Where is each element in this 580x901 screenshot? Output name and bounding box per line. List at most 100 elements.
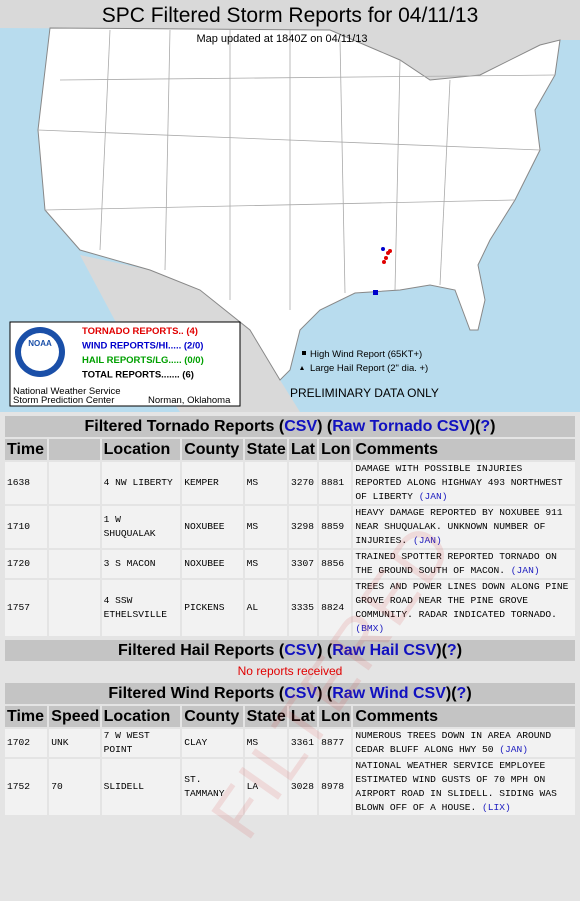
report-time: 1638 bbox=[5, 462, 48, 504]
map-note: High Wind Report (65KT+) bbox=[310, 349, 422, 360]
report-tables: Filtered Tornado Reports (CSV) (Raw Torn… bbox=[3, 414, 577, 817]
report-row: 1638 4 NW LIBERTY KEMPER MS 3270 8881 DAMAGE W… bbox=[5, 462, 575, 504]
heading-text: ) bbox=[456, 641, 463, 659]
hail-symbol bbox=[300, 366, 304, 370]
logo-text: NOAA bbox=[28, 339, 52, 348]
report-lon: 8859 bbox=[319, 506, 352, 548]
report-lon: 8856 bbox=[319, 550, 352, 578]
legend-entry: TOTAL REPORTS....... (6) bbox=[82, 370, 194, 381]
tornado-table: Filtered Tornado Reports (CSV) (Raw Torn… bbox=[3, 414, 577, 638]
legend-entry: HAIL REPORTS/LG..... (0/0) bbox=[82, 355, 204, 366]
heading-text: Filtered Hail Reports ( bbox=[117, 641, 285, 659]
message-row: No reports received bbox=[5, 663, 575, 679]
legend-entry: TORNADO REPORTS.. (4) bbox=[82, 326, 198, 337]
report-comments: TREES AND POWER LINES DOWN ALONG PINE GR… bbox=[353, 580, 575, 636]
report-comments: NATIONAL WEATHER SERVICE EMPLOYEE ESTIMA… bbox=[353, 759, 575, 815]
csv-link[interactable]: ? bbox=[446, 641, 457, 659]
csv-link[interactable]: Raw Tornado CSV bbox=[332, 417, 470, 435]
report-state: MS bbox=[244, 550, 287, 578]
report-time: 1757 bbox=[5, 580, 48, 636]
preliminary-note: PRELIMINARY DATA ONLY bbox=[290, 386, 439, 400]
heading-text: Filtered Tornado Reports ( bbox=[84, 417, 285, 435]
legend-org: National Weather Service bbox=[13, 386, 121, 397]
report-lon: 8978 bbox=[319, 759, 352, 815]
csv-link[interactable]: ? bbox=[480, 417, 491, 435]
noaa-logo-inner bbox=[21, 333, 59, 371]
section-heading: Filtered Hail Reports (CSV) (Raw Hail CS… bbox=[5, 640, 575, 661]
office-link[interactable]: (JAN) bbox=[499, 744, 529, 755]
canada bbox=[0, 0, 580, 80]
heading-text: ) bbox=[490, 417, 496, 435]
column-header: State bbox=[244, 439, 287, 460]
report-state: AL bbox=[244, 580, 287, 636]
report-location: 3 S MACON bbox=[101, 550, 181, 578]
report-time: 1710 bbox=[5, 506, 48, 548]
report-county: NOXUBEE bbox=[182, 506, 243, 548]
heading-text: )( bbox=[469, 417, 481, 435]
csv-link[interactable]: Raw Wind CSV bbox=[332, 684, 446, 702]
no-reports: No reports received bbox=[237, 664, 343, 678]
report-row: 1702 UNK 7 W WEST POINT CLAY MS 3361 8877 NUMER… bbox=[5, 729, 575, 757]
column-header: Time bbox=[5, 439, 48, 460]
report-location: SLIDELL bbox=[101, 759, 181, 815]
section-heading-row: Filtered Hail Reports (CSV) (Raw Hail CS… bbox=[5, 640, 575, 661]
report-county: KEMPER bbox=[182, 462, 243, 504]
column-header: State bbox=[244, 706, 287, 727]
office-link[interactable]: (JAN) bbox=[418, 491, 448, 502]
state-lines bbox=[37, 29, 556, 310]
report-time: 1720 bbox=[5, 550, 48, 578]
report-speed: 70 bbox=[49, 759, 100, 815]
report-time: 1752 bbox=[5, 759, 48, 815]
report-blank bbox=[49, 506, 100, 548]
hail-table: Filtered Hail Reports (CSV) (Raw Hail CS… bbox=[3, 638, 577, 681]
page-title: SPC Filtered Storm Reports for 04/11/13 bbox=[102, 4, 479, 27]
report-county: PICKENS bbox=[182, 580, 243, 636]
column-header: Time bbox=[5, 706, 48, 727]
office-link[interactable]: (JAN) bbox=[510, 565, 540, 576]
report-time: 1702 bbox=[5, 729, 48, 757]
column-header: Comments bbox=[353, 439, 575, 460]
column-header: Lat bbox=[288, 706, 318, 727]
comment-text: TRAINED SPOTTER REPORTED TORNADO ON THE … bbox=[355, 551, 557, 576]
csv-link[interactable]: CSV bbox=[284, 417, 318, 435]
report-speed: UNK bbox=[49, 729, 100, 757]
report-location: 4 NW LIBERTY bbox=[101, 462, 181, 504]
column-header: Lon bbox=[319, 439, 352, 460]
column-header-blank bbox=[49, 439, 100, 460]
storm-map: SPC Filtered Storm Reports for 04/11/13 … bbox=[0, 0, 580, 412]
section-heading: Filtered Wind Reports (CSV) (Raw Wind CS… bbox=[5, 683, 575, 704]
csv-link[interactable]: ? bbox=[456, 684, 467, 702]
csv-link[interactable]: CSV bbox=[284, 684, 318, 702]
csv-link[interactable]: Raw Hail CSV bbox=[332, 641, 437, 659]
csv-link[interactable]: CSV bbox=[284, 641, 318, 659]
report-comments: TRAINED SPOTTER REPORTED TORNADO ON THE … bbox=[353, 550, 575, 578]
report-row: 1757 4 SSW ETHELSVILLE PICKENS AL 3335 8824 TR… bbox=[5, 580, 575, 636]
report-comments: DAMAGE WITH POSSIBLE INJURIES REPORTED A… bbox=[353, 462, 575, 504]
report-row: 1752 70 SLIDELL ST. TAMMANY LA 3028 8978 NATION… bbox=[5, 759, 575, 815]
column-header: Lat bbox=[288, 439, 318, 460]
map-note: Large Hail Report (2" dia. +) bbox=[310, 363, 428, 374]
report-lat: 3028 bbox=[288, 759, 318, 815]
office-link[interactable]: (LIX) bbox=[482, 802, 511, 813]
heading-text: Filtered Wind Reports ( bbox=[108, 684, 285, 702]
wind-table: Filtered Wind Reports (CSV) (Raw Wind CS… bbox=[3, 681, 577, 817]
column-header: Location bbox=[101, 439, 181, 460]
column-header: Lon bbox=[319, 706, 352, 727]
report-lat: 3270 bbox=[288, 462, 318, 504]
legend-items: TORNADO REPORTS.. (4) WIND REPORTS/HI....… bbox=[82, 326, 204, 381]
comment-text: NATIONAL WEATHER SERVICE EMPLOYEE ESTIMA… bbox=[355, 760, 557, 813]
comment-text: NUMEROUS TREES DOWN IN AREA AROUND CEDAR… bbox=[355, 730, 552, 755]
column-header-row: Time Location County State Lat Lon Comments bbox=[5, 439, 575, 460]
report-location: 7 W WEST POINT bbox=[101, 729, 181, 757]
legend-location: Norman, Oklahoma bbox=[148, 395, 231, 406]
report-row: 1720 3 S MACON NOXUBEE MS 3307 8856 TRAINED SP… bbox=[5, 550, 575, 578]
comment-text: HEAVY DAMAGE REPORTED BY NOXUBEE 911 NEA… bbox=[355, 507, 563, 546]
column-header: Location bbox=[101, 706, 181, 727]
report-lon: 8881 bbox=[319, 462, 352, 504]
office-link[interactable]: (JAN) bbox=[412, 535, 442, 546]
heading-text: ) ( bbox=[317, 684, 333, 702]
section-heading-row: Filtered Wind Reports (CSV) (Raw Wind CS… bbox=[5, 683, 575, 704]
column-header: County bbox=[182, 439, 243, 460]
report-state: MS bbox=[244, 506, 287, 548]
office-link[interactable]: (BMX) bbox=[355, 623, 385, 634]
